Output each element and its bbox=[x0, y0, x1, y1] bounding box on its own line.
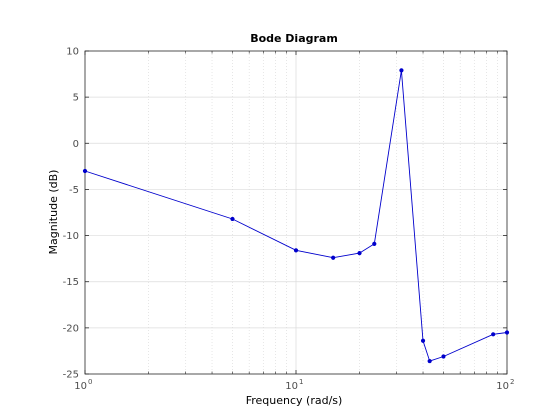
y-tick-label: -20 bbox=[63, 323, 79, 334]
x-axis-label: Frequency (rad/s) bbox=[246, 394, 343, 407]
data-point bbox=[230, 216, 235, 222]
data-point bbox=[420, 338, 426, 343]
y-tick-label: 0 bbox=[73, 139, 79, 150]
data-point bbox=[427, 358, 432, 364]
data-point bbox=[331, 255, 336, 260]
x-tick-label-exponent: 2 bbox=[510, 378, 514, 386]
data-point bbox=[441, 354, 446, 359]
data-point bbox=[372, 241, 377, 246]
data-point bbox=[491, 332, 496, 337]
data-point bbox=[82, 168, 88, 174]
series-line bbox=[84, 70, 508, 362]
data-point bbox=[293, 248, 299, 253]
y-tick-label: 5 bbox=[73, 93, 79, 104]
data-point bbox=[399, 68, 404, 73]
x-tick-label: 10 bbox=[285, 381, 298, 392]
data-point bbox=[357, 251, 362, 256]
data-series bbox=[82, 68, 510, 364]
y-axis-label: Magnitude (dB) bbox=[47, 170, 60, 255]
y-tick-label: -5 bbox=[69, 185, 79, 196]
y-tick-label: -25 bbox=[63, 370, 79, 381]
x-tick-label: 10 bbox=[74, 381, 87, 392]
chart-title: Bode Diagram bbox=[250, 32, 338, 45]
x-tick-label-exponent: 0 bbox=[88, 378, 92, 386]
x-tick-label: 10 bbox=[496, 381, 509, 392]
grid bbox=[85, 51, 507, 374]
y-tick-label: -15 bbox=[63, 277, 79, 288]
data-point bbox=[504, 330, 510, 335]
x-tick-label-exponent: 1 bbox=[299, 378, 303, 386]
y-tick-label: -10 bbox=[63, 231, 79, 242]
y-tick-label: 10 bbox=[66, 47, 79, 58]
